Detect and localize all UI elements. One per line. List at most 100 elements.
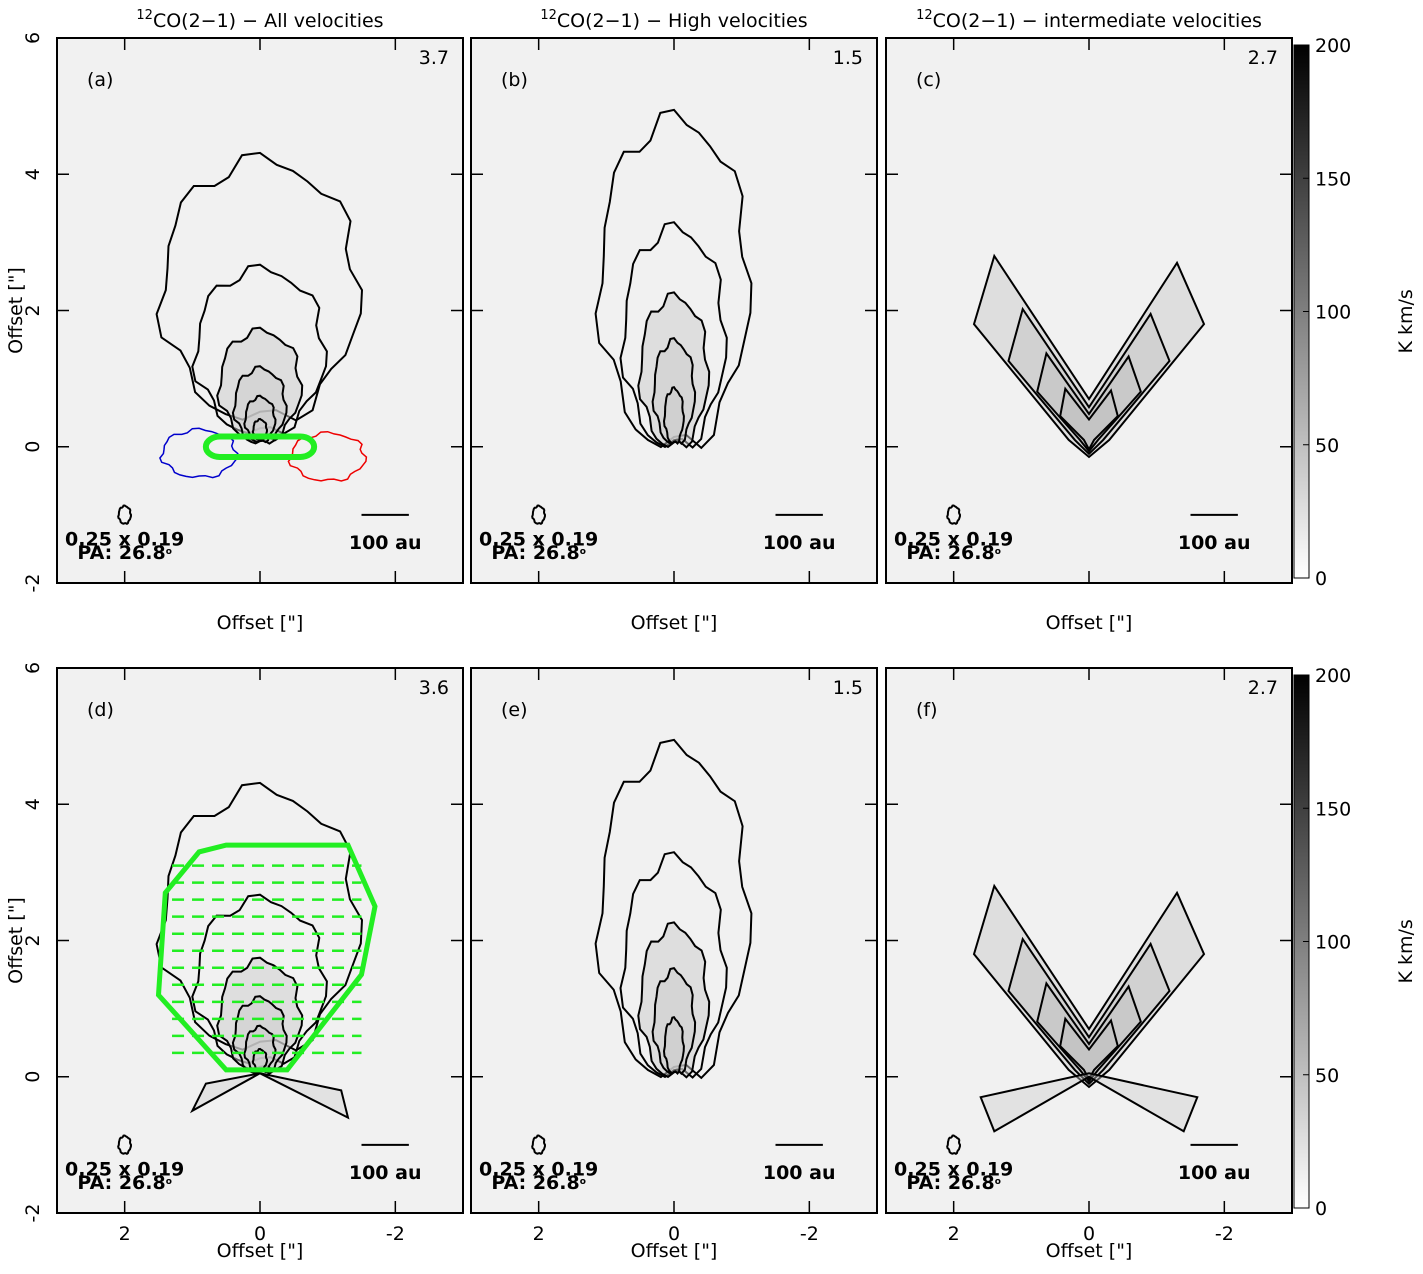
panel-label: (e) <box>501 699 528 721</box>
y-axis-label: Offset ["] <box>5 897 27 984</box>
colorbar-tick-label: 150 <box>1315 798 1351 820</box>
beam-size: 0.25 x 0.19 <box>65 529 184 551</box>
scale-label: 100 au <box>1178 532 1251 554</box>
panel-label: (d) <box>87 699 114 721</box>
peak-value: 3.7 <box>419 47 449 69</box>
x-axis-label: Offset ["] <box>1046 612 1133 634</box>
beam <box>117 504 133 525</box>
beam-pa: PA: 26.8o <box>77 542 172 564</box>
title-text: CO(2−1) − intermediate velocities <box>933 10 1262 32</box>
beam-size: 0.25 x 0.19 <box>894 529 1013 551</box>
contours <box>594 738 753 1080</box>
scale-label: 100 au <box>349 1162 422 1184</box>
panel-label: (b) <box>501 69 528 91</box>
colorbar-tick-label: 50 <box>1315 435 1339 457</box>
pa-value: PA: 26.8 <box>77 542 165 564</box>
x-tick-label: -2 <box>800 1223 819 1245</box>
beam-pa: PA: 26.8o <box>77 1172 172 1194</box>
contour <box>1059 386 1119 452</box>
beam <box>946 1134 962 1155</box>
x-tick-label: 0 <box>668 1223 680 1245</box>
contour <box>189 1072 350 1120</box>
x-tick-label: 0 <box>1083 1223 1095 1245</box>
x-axis-label: Offset ["] <box>631 1240 718 1262</box>
contour <box>662 386 685 446</box>
beam-pa: PA: 26.8o <box>491 1172 586 1194</box>
beam-size: 0.25 x 0.19 <box>65 1159 184 1181</box>
scale-label: 100 au <box>763 532 836 554</box>
title-sup: 12 <box>136 8 153 23</box>
y-tick-label: 0 <box>22 1071 44 1083</box>
map-background <box>57 38 463 583</box>
contour <box>1059 1016 1119 1082</box>
colorbar-tick-label: 100 <box>1315 302 1351 324</box>
pa-sup: o <box>580 547 586 557</box>
pa-sup: o <box>995 547 1001 557</box>
x-tick-label: 2 <box>119 1223 131 1245</box>
panel-title: 12CO(2−1) − High velocities <box>540 8 807 32</box>
y-tick-label: 4 <box>22 168 44 180</box>
title-text: CO(2−1) − High velocities <box>557 10 808 32</box>
pa-value: PA: 26.8 <box>491 1172 579 1194</box>
y-tick-label: 2 <box>22 934 44 946</box>
y-tick-label: 6 <box>22 32 44 44</box>
contours <box>972 253 1206 459</box>
scale-label: 100 au <box>349 532 422 554</box>
panel-label: (c) <box>916 69 941 91</box>
contour <box>979 1072 1199 1133</box>
colorbar-tick-label: 100 <box>1315 932 1351 954</box>
beam-pa: PA: 26.8o <box>906 542 1001 564</box>
x-tick-label: 2 <box>533 1223 545 1245</box>
beam <box>946 504 962 525</box>
pa-sup: o <box>166 1177 172 1187</box>
pa-value: PA: 26.8 <box>491 542 579 564</box>
peak-value: 3.6 <box>419 677 449 699</box>
peak-value: 1.5 <box>833 677 863 699</box>
green-region <box>155 842 378 1073</box>
peak-value: 1.5 <box>833 47 863 69</box>
x-tick-label: 0 <box>254 1223 266 1245</box>
green-region <box>202 433 318 460</box>
beam-pa: PA: 26.8o <box>906 1172 1001 1194</box>
title-sup: 12 <box>916 8 933 23</box>
contour <box>155 151 364 422</box>
contour <box>662 1016 685 1076</box>
x-axis-label: Offset ["] <box>217 612 304 634</box>
peak-value: 2.7 <box>1248 47 1278 69</box>
beam-size: 0.25 x 0.19 <box>894 1159 1013 1181</box>
x-tick-label: -2 <box>1215 1223 1234 1245</box>
scale-label: 100 au <box>763 1162 836 1184</box>
beam <box>117 1134 133 1155</box>
y-tick-label: 4 <box>22 798 44 810</box>
contour <box>191 263 328 435</box>
y-tick-label: 6 <box>22 662 44 674</box>
contour <box>1036 351 1142 453</box>
contours <box>972 883 1206 1133</box>
title-text: CO(2−1) − All velocities <box>153 10 384 32</box>
contour <box>594 738 753 1080</box>
pa-sup: o <box>995 1177 1001 1187</box>
map-background <box>886 668 1292 1213</box>
map-background <box>886 38 1292 583</box>
blue-contour <box>159 427 239 479</box>
y-tick-label: -2 <box>22 1204 44 1223</box>
contour <box>619 851 728 1079</box>
contours <box>594 108 753 450</box>
colorbar-tick-label: 0 <box>1315 1198 1327 1220</box>
colorbar-label: K km/s <box>1395 919 1417 983</box>
contour <box>619 221 728 449</box>
panel-title: 12CO(2−1) − intermediate velocities <box>916 8 1262 32</box>
x-axis-label: Offset ["] <box>1046 1240 1133 1262</box>
panel-label: (f) <box>916 699 938 721</box>
beam <box>531 1134 547 1155</box>
pa-sup: o <box>580 1177 586 1187</box>
x-tick-label: -2 <box>386 1223 405 1245</box>
pa-value: PA: 26.8 <box>906 542 994 564</box>
map-background <box>57 668 463 1213</box>
contour <box>972 253 1206 459</box>
colorbar-tick-label: 150 <box>1315 168 1351 190</box>
contour <box>594 108 753 450</box>
y-tick-label: 2 <box>22 304 44 316</box>
pa-value: PA: 26.8 <box>77 1172 165 1194</box>
